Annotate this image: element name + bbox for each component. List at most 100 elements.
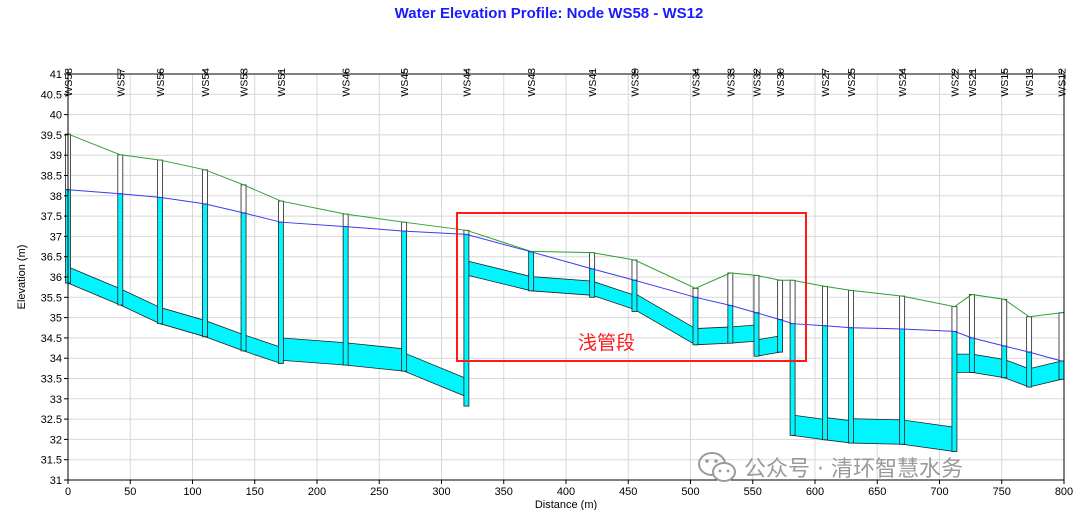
y-tick-label: 32 (50, 434, 62, 446)
manhole-wet-part (528, 251, 535, 292)
y-tick-label: 38.5 (41, 171, 62, 183)
chart-title: Water Elevation Profile: Node WS58 - WS1… (395, 5, 704, 22)
pipe-segment (792, 414, 826, 441)
manhole-wet-part (848, 327, 855, 444)
x-tick-label: 300 (432, 486, 450, 498)
y-tick-label: 32.5 (41, 414, 62, 426)
manhole (277, 200, 284, 364)
y-tick-label: 34 (50, 353, 62, 365)
x-tick-label: 500 (681, 486, 699, 498)
manhole (1001, 298, 1008, 379)
wechat-icon (698, 452, 736, 482)
y-tick-label: 35 (50, 313, 62, 325)
manhole-wet-part (899, 328, 906, 445)
manhole (777, 279, 784, 353)
manhole-wet-part (589, 268, 596, 298)
node-label: WS39 (629, 68, 641, 97)
pipe-segment (824, 417, 852, 444)
y-tick-label: 38 (50, 191, 62, 203)
manhole-wet-part (401, 230, 408, 372)
manhole (1058, 312, 1065, 380)
node-labels: WS58 WS57 WS56 WS54 WS53 WS51 WS46 WS45 WS44 WS43… (63, 68, 1069, 97)
manhole (727, 272, 734, 344)
manhole-dry-part (157, 159, 164, 198)
manhole (848, 289, 855, 444)
x-tick-label: 100 (183, 486, 201, 498)
x-tick-label: 550 (744, 486, 762, 498)
manhole-dry-part (899, 295, 906, 330)
y-tick-label: 34.5 (41, 333, 62, 345)
manhole-wet-part (951, 331, 958, 452)
manhole-dry-part (277, 200, 284, 223)
manhole (401, 221, 408, 372)
x-tick-label: 400 (557, 486, 575, 498)
manhole-dry-part (789, 279, 796, 325)
manhole-dry-part (117, 154, 124, 195)
manhole-dry-part (692, 287, 699, 298)
y-tick-label: 36.5 (41, 252, 62, 264)
manhole-wet-part (777, 319, 784, 353)
watermark: 公众号 · 清环智慧水务 (698, 452, 963, 482)
node-label: WS33 (725, 68, 737, 97)
node-label: WS51 (276, 68, 288, 97)
node-label: WS22 (949, 68, 961, 97)
y-axis-label: Elevation (m) (16, 245, 28, 310)
manhole (240, 184, 247, 352)
manhole-dry-part (1058, 312, 1065, 362)
manhole-wet-part (692, 296, 699, 346)
node-label: WS27 (820, 68, 832, 97)
manhole-wet-part (277, 221, 284, 364)
manholes (65, 133, 1065, 452)
manhole-dry-part (848, 289, 855, 329)
node-label: WS15 (999, 68, 1011, 97)
manhole-wet-part (631, 279, 638, 312)
shallow-section-label: 浅管段 (578, 332, 635, 354)
x-tick-label: 50 (124, 486, 136, 498)
x-tick-label: 750 (993, 486, 1011, 498)
manhole (899, 295, 906, 445)
manhole-wet-part (822, 325, 828, 441)
x-tick-label: 700 (930, 486, 948, 498)
y-tick-label: 39.5 (41, 130, 62, 142)
node-label: WS58 (63, 68, 75, 97)
manhole (342, 213, 349, 366)
manhole-dry-part (631, 259, 638, 281)
node-label: WS43 (526, 68, 538, 97)
node-label: WS41 (587, 68, 599, 97)
x-tick-label: 800 (1055, 486, 1073, 498)
manhole-wet-part (240, 212, 247, 352)
y-tick-label: 40 (50, 110, 62, 122)
pipe-segment (280, 337, 347, 366)
water-line (67, 189, 1062, 362)
manhole-dry-part (401, 221, 408, 232)
node-label: WS56 (155, 68, 167, 97)
manhole (951, 306, 958, 452)
y-tick-label: 31 (50, 475, 62, 487)
x-tick-label: 250 (370, 486, 388, 498)
node-label: WS45 (399, 68, 411, 97)
manhole-wet-part (1026, 351, 1033, 388)
manhole-dry-part (1026, 316, 1033, 353)
y-tick-label: 41 (50, 69, 62, 81)
shallow-section-highlight (456, 212, 807, 362)
manhole-dry-part (951, 306, 958, 332)
manhole-wet-part (727, 305, 734, 344)
y-tick-label: 39 (50, 150, 62, 162)
manhole-wet-part (117, 193, 124, 306)
manhole-dry-part (240, 184, 247, 214)
manhole (202, 169, 208, 338)
node-label: WS53 (239, 68, 251, 97)
pipe-segment (850, 418, 903, 445)
node-label: WS21 (967, 68, 979, 97)
y-tick-label: 37 (50, 231, 62, 243)
pipe-segment (729, 324, 757, 344)
x-tick-label: 600 (806, 486, 824, 498)
y-tick-label: 33.5 (41, 374, 62, 386)
pipe-segment (695, 326, 731, 346)
manhole (631, 259, 638, 312)
manhole (968, 294, 975, 373)
y-tick-label: 31.5 (41, 455, 62, 467)
manhole-wet-part (1058, 360, 1065, 380)
y-tick-label: 35.5 (41, 292, 62, 304)
